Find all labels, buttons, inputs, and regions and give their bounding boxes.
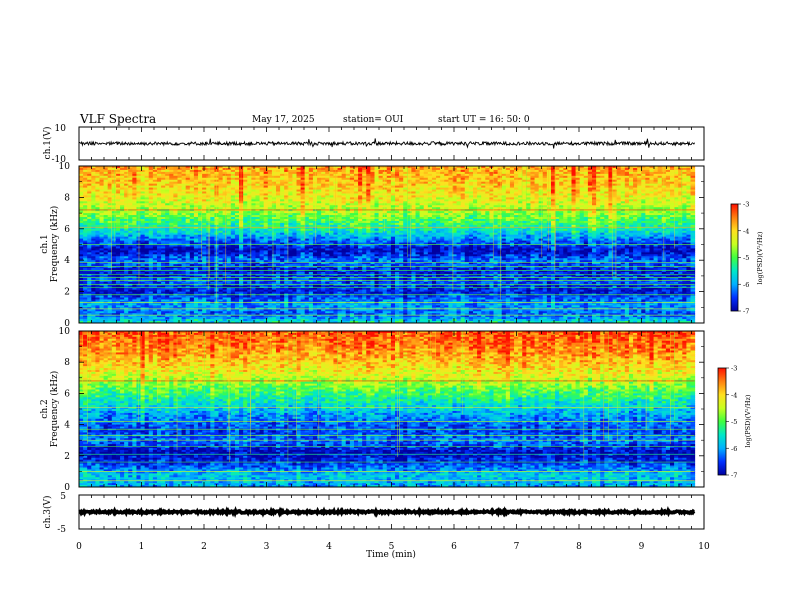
ch1-ytick-top: 10 [55, 124, 67, 134]
ch1-ylabel: ch.1(V) [42, 127, 53, 160]
ch1-waveform-panel: 10 -10 ch.1(V) [42, 124, 704, 165]
ch1-spectrogram-image [79, 166, 695, 324]
